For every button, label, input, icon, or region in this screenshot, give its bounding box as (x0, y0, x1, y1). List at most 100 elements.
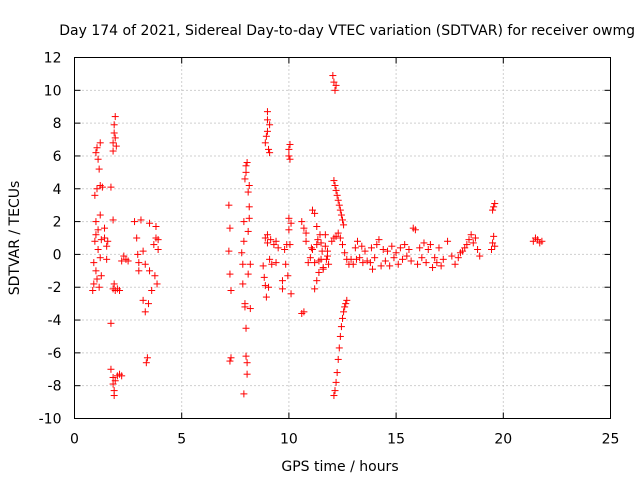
data-point (388, 242, 396, 250)
data-point (335, 201, 343, 209)
data-point (315, 257, 323, 265)
data-point (317, 239, 325, 247)
data-point (304, 259, 312, 267)
axis-ticks: 0 5 10 15 20 25 -10 -8 -6 -4 -2 0 2 4 6 8 10 12 (39, 51, 620, 448)
data-point (444, 237, 452, 245)
data-point (110, 280, 118, 288)
x-tick-label: 10 (280, 432, 298, 448)
data-point (103, 255, 111, 263)
data-point (321, 242, 329, 250)
data-point (146, 267, 154, 275)
data-point (243, 370, 251, 378)
data-point (110, 121, 118, 129)
data-point (238, 249, 246, 257)
data-point (286, 155, 294, 163)
data-point (336, 206, 344, 214)
data-point (422, 259, 430, 267)
data-point (101, 234, 109, 242)
data-point (315, 268, 323, 276)
data-point (142, 359, 150, 367)
y-tick-label: 6 (53, 149, 62, 165)
data-point (286, 140, 294, 148)
data-point (278, 285, 286, 293)
data-point (431, 254, 439, 262)
data-point (266, 121, 274, 129)
data-point (268, 260, 276, 268)
data-point (420, 239, 428, 247)
data-point (411, 226, 419, 234)
data-point (266, 149, 274, 157)
data-point (246, 305, 254, 313)
data-point (92, 231, 100, 239)
data-point (226, 224, 234, 232)
data-point (491, 200, 499, 208)
data-point (141, 308, 149, 316)
data-point (139, 296, 147, 304)
data-point (489, 206, 497, 214)
data-point (463, 241, 471, 249)
data-point (134, 250, 142, 258)
data-point (302, 237, 310, 245)
data-point (94, 155, 102, 163)
data-point (488, 245, 496, 253)
data-point (265, 283, 273, 291)
data-point (384, 247, 392, 255)
data-point (109, 216, 117, 224)
data-point (416, 244, 424, 252)
data-point (439, 255, 447, 263)
data-point (281, 245, 289, 253)
data-point (92, 149, 100, 157)
data-point (93, 275, 101, 283)
data-point (340, 221, 348, 229)
y-tick-label: 12 (44, 51, 62, 67)
data-point (94, 226, 102, 234)
data-point (414, 260, 422, 268)
data-point (371, 254, 379, 262)
data-point (306, 254, 314, 262)
data-point (93, 144, 101, 152)
data-point (227, 287, 235, 295)
y-tick-label: -8 (48, 379, 62, 395)
data-point (91, 191, 99, 199)
data-point (241, 175, 249, 183)
data-point (401, 241, 409, 249)
data-point (263, 239, 271, 247)
data-point (437, 262, 445, 270)
data-point (313, 277, 321, 285)
data-point (152, 223, 160, 231)
data-point (110, 129, 118, 137)
data-point (448, 252, 456, 260)
data-point (225, 247, 233, 255)
data-point (311, 259, 319, 267)
data-point (241, 303, 249, 311)
data-point (244, 270, 252, 278)
data-point (109, 139, 117, 147)
data-point (396, 244, 404, 252)
data-point (244, 188, 252, 196)
chart-title: Day 174 of 2021, Sidereal Day-to-day VTE… (59, 23, 635, 39)
data-point (349, 260, 357, 268)
data-point (143, 354, 151, 362)
data-point (242, 352, 250, 360)
data-point (109, 147, 117, 155)
data-point (146, 219, 154, 227)
data-point (154, 245, 162, 253)
data-point (274, 244, 282, 252)
y-tick-label: -6 (48, 346, 62, 362)
data-point (361, 247, 369, 255)
data-point (467, 231, 475, 239)
data-point (150, 241, 158, 249)
data-point (110, 392, 118, 400)
data-point (282, 260, 290, 268)
data-point (245, 214, 253, 222)
data-point (148, 287, 156, 295)
data-point (352, 255, 360, 263)
data-point (285, 214, 293, 222)
data-point (424, 245, 432, 253)
data-point (300, 224, 308, 232)
data-point (336, 332, 344, 340)
data-point (97, 272, 105, 280)
data-point (104, 237, 112, 245)
data-point (331, 181, 339, 189)
